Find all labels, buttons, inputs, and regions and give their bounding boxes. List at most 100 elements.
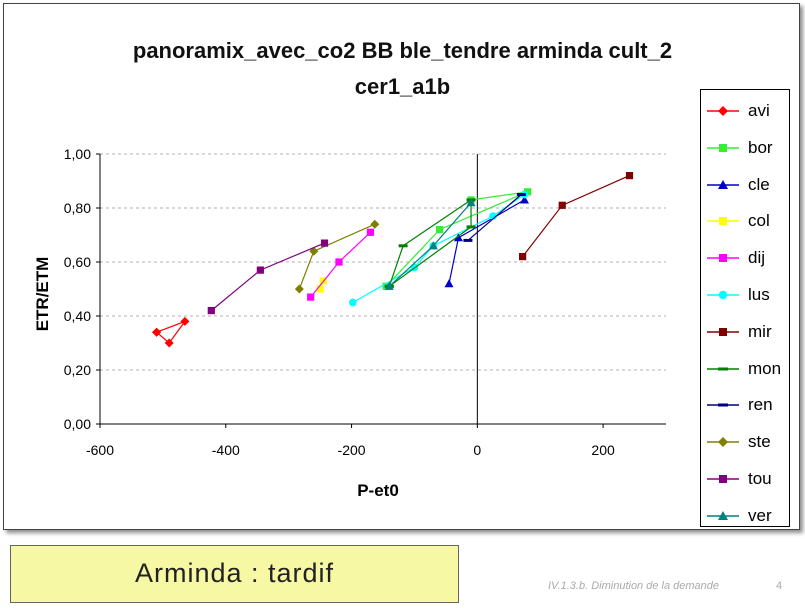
chart-plot: 0,00 0,20 0,40 0,60 0,80 1,00 -600 -400 -200 0 200…: [33, 146, 666, 500]
data-point: [152, 327, 162, 337]
data-point: [718, 367, 728, 371]
chart-title: panoramix_avec_co2 BB ble_tendre arminda…: [132, 38, 673, 63]
data-point: [384, 281, 394, 290]
series-line: [385, 191, 528, 287]
y-tick-label: 0,80: [64, 200, 91, 216]
legend-label: mon: [748, 358, 782, 378]
data-point: [520, 195, 529, 204]
data-point: [307, 293, 315, 301]
legend-item-avi: avi: [701, 99, 789, 123]
legend-item-mir: mir: [701, 320, 789, 344]
series-line: [522, 175, 630, 257]
series-avi: [152, 316, 190, 348]
legend-swatch: [707, 290, 739, 300]
y-tick-label: 0,00: [64, 416, 91, 432]
legend-swatch: [707, 254, 739, 263]
data-point: [444, 279, 454, 288]
data-point: [718, 290, 728, 300]
data-point: [335, 258, 343, 266]
chart-subtitle: cer1_a1b: [354, 74, 451, 99]
data-point: [428, 241, 438, 250]
legend-swatch: [707, 510, 739, 520]
legend-item-cle: cle: [701, 173, 789, 197]
data-point: [180, 316, 190, 326]
data-point: [453, 233, 463, 242]
data-point: [348, 298, 357, 307]
series-dij: [307, 228, 375, 301]
legend-label: mir: [748, 321, 772, 341]
slide-footer: IV.1.3.b. Diminution de la demande: [548, 580, 720, 592]
legend-swatch: [707, 106, 739, 116]
series-cle: [444, 195, 529, 288]
data-point: [719, 475, 727, 483]
legend-label: bor: [748, 137, 773, 157]
data-point: [466, 225, 476, 229]
chart-frame: [3, 3, 800, 530]
data-point: [718, 403, 728, 407]
legend-label: dij: [748, 248, 766, 268]
data-point: [719, 254, 727, 263]
x-tick-label: -600: [86, 442, 114, 458]
series-ren: [463, 193, 526, 242]
y-tick-label: 0,20: [64, 362, 91, 378]
series-mon: [384, 198, 476, 288]
page-number: 4: [776, 580, 783, 592]
series-line: [352, 194, 525, 304]
series-line: [388, 198, 472, 287]
data-point: [398, 244, 408, 248]
data-point: [719, 327, 727, 336]
data-point: [718, 179, 728, 189]
legend-item-ste: ste: [701, 430, 789, 454]
data-point: [320, 239, 329, 247]
series-line: [156, 320, 187, 344]
legend-swatch: [707, 217, 739, 226]
y-tick-label: 0,40: [64, 308, 91, 324]
legend-item-bor: bor: [701, 136, 789, 160]
chart-legend: avi bor cle col dij lus mir mon ren ste tou ver: [700, 89, 790, 527]
y-tick-label: 1,00: [64, 146, 91, 162]
x-tick-label: -400: [212, 442, 240, 458]
y-axis-label: ETR/ETM: [33, 257, 52, 332]
x-axis-label: P-et0: [357, 481, 399, 500]
legend-swatch: [707, 179, 739, 189]
data-point: [370, 219, 380, 229]
x-tick-label: 200: [591, 442, 615, 458]
caption-box: Arminda : tardif: [10, 545, 459, 603]
legend-label: lus: [748, 285, 770, 304]
legend-item-ren: ren: [701, 393, 789, 417]
data-point: [316, 285, 324, 293]
series-ste: [294, 219, 380, 294]
data-point: [718, 437, 728, 448]
legend-label: col: [748, 211, 770, 231]
series-line: [298, 223, 376, 290]
series-tou: [207, 239, 329, 315]
data-point: [164, 338, 174, 348]
series-ver: [384, 198, 476, 290]
caption-text: Arminda : tardif: [134, 558, 335, 588]
data-point: [294, 284, 304, 294]
data-point: [366, 228, 375, 236]
legend-item-mon: mon: [701, 357, 789, 381]
legend-item-col: col: [701, 209, 789, 233]
legend-item-dij: dij: [701, 246, 789, 270]
data-point: [463, 238, 473, 242]
legend-label: ver: [748, 505, 772, 525]
legend-swatch: [707, 475, 739, 483]
y-tick-label: 0,60: [64, 254, 91, 270]
legend-item-ver: ver: [701, 504, 789, 528]
data-point: [524, 188, 532, 196]
x-tick-label: -200: [338, 442, 366, 458]
legend-item-lus: lus: [701, 283, 789, 307]
legend-label: tou: [748, 469, 772, 488]
x-tick-label: 0: [473, 442, 481, 458]
legend-label: cle: [748, 174, 770, 194]
data-point: [489, 212, 497, 220]
data-point: [718, 510, 728, 520]
legend-label: ste: [748, 432, 771, 452]
legend-swatch: [707, 403, 739, 407]
data-point: [558, 201, 566, 209]
legend-swatch: [707, 367, 739, 371]
data-point: [519, 253, 527, 261]
legend-swatch: [707, 143, 739, 152]
data-point: [256, 266, 264, 274]
